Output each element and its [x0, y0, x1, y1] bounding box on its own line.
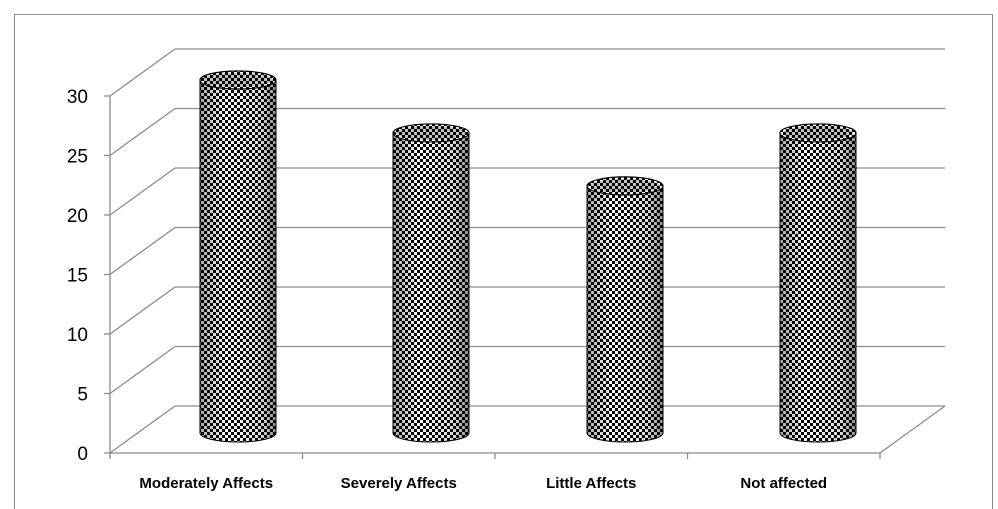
gridline-diagonal	[109, 226, 176, 276]
bar-2	[586, 176, 664, 443]
y-tick-label: 5	[77, 385, 88, 406]
gridline-diagonal	[109, 405, 176, 454]
bar-top	[779, 123, 857, 143]
x-category-label: Little Affects	[546, 475, 636, 492]
x-category-label: Moderately Affects	[139, 475, 273, 492]
labels: 0 5 10 15 20 25 30 Moderately Affects Severely A…	[67, 87, 827, 492]
y-tick-label: 30	[67, 87, 88, 108]
y-tick-label: 15	[67, 266, 88, 287]
gridline-diagonal	[109, 345, 176, 395]
bar-shading	[393, 132, 469, 442]
bar-top	[199, 70, 277, 90]
bar-top-shade	[783, 125, 853, 140]
bar-top-shade	[590, 178, 660, 193]
bar-shading	[200, 80, 276, 442]
bar-shading	[780, 132, 856, 442]
bar-top-shade	[203, 73, 273, 87]
bar-shading	[587, 185, 663, 442]
bars	[199, 70, 857, 443]
bar-top	[586, 176, 664, 196]
gridline-diagonal	[109, 48, 176, 97]
y-tick-label: 25	[67, 147, 88, 168]
gridline-diagonal	[109, 167, 176, 216]
axes	[104, 95, 946, 459]
bar-1	[392, 123, 470, 443]
bar-top-shade	[396, 125, 466, 140]
y-tick-label: 10	[67, 325, 88, 346]
gridline-diagonal	[109, 107, 176, 157]
bar-0	[199, 70, 277, 443]
floor-right-edge	[879, 405, 946, 454]
y-tick-label: 20	[67, 206, 88, 227]
y-tick-label: 0	[77, 444, 88, 465]
gridline-diagonal	[109, 286, 176, 335]
bar-3	[779, 123, 857, 443]
x-category-label: Not affected	[740, 475, 827, 492]
x-category-label: Severely Affects	[341, 475, 457, 492]
bar-top	[392, 123, 470, 143]
